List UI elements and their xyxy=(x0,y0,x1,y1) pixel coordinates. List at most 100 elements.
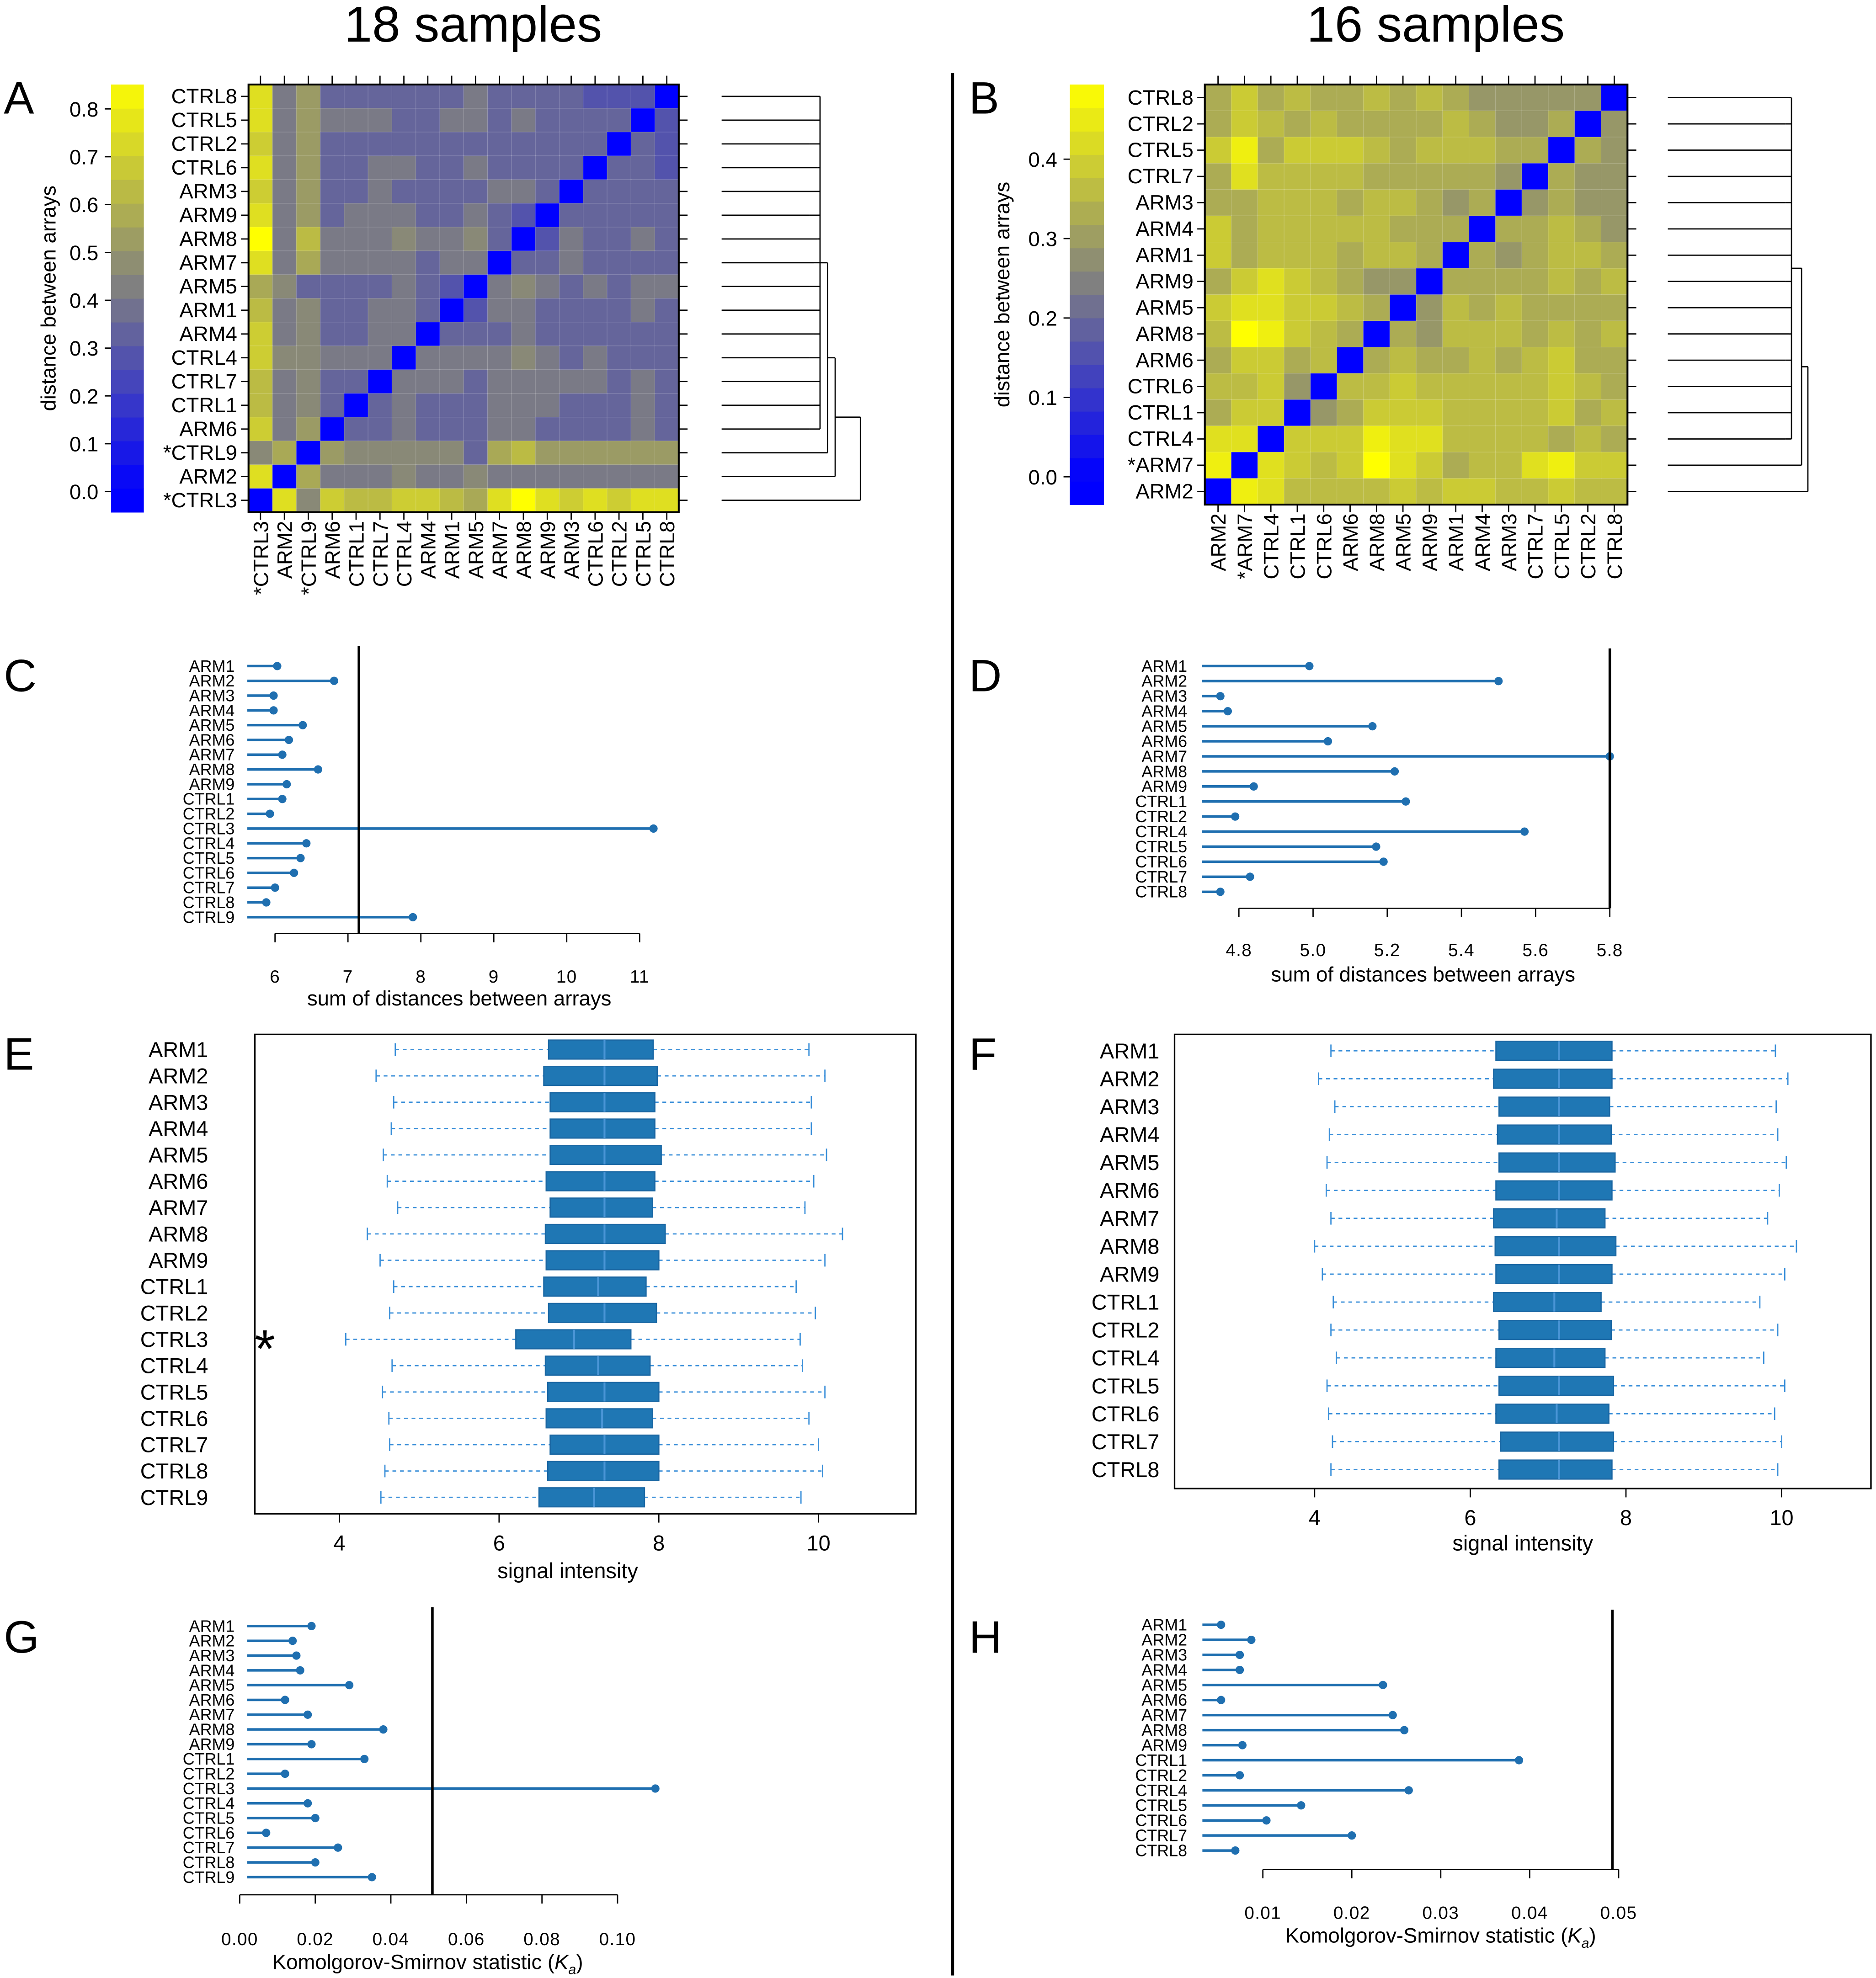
heatmap-cell xyxy=(1257,373,1285,400)
heatmap-cell xyxy=(1600,242,1628,269)
box xyxy=(543,1066,658,1086)
colorbar-bin xyxy=(1070,411,1104,435)
heatmap-cell xyxy=(1521,425,1549,453)
heatmap-cell xyxy=(1521,215,1549,243)
heatmap-cell xyxy=(1469,268,1496,295)
heatmap-cell xyxy=(248,155,273,181)
x-tick-label: 6 xyxy=(493,1531,505,1555)
heatmap-cell xyxy=(487,322,512,347)
heatmap-cell xyxy=(654,203,680,228)
heatmap-cell xyxy=(487,250,512,276)
category-label: ARM7 xyxy=(189,1706,235,1724)
heatmap-cell xyxy=(1257,163,1285,191)
heatmap-column-label: CTRL2 xyxy=(608,521,631,587)
heatmap-cell xyxy=(1495,163,1523,191)
heatmap-cell xyxy=(1600,189,1628,217)
heatmap-cell xyxy=(654,346,680,371)
colorbar-bin xyxy=(1070,388,1104,412)
box xyxy=(549,1092,656,1112)
heatmap-cell xyxy=(583,298,608,323)
heatmap-cell xyxy=(1416,399,1444,427)
heatmap-cell xyxy=(248,464,273,489)
category-label: CTRL4 xyxy=(1092,1346,1160,1370)
category-label: ARM8 xyxy=(149,1222,208,1246)
heatmap-cell xyxy=(583,108,608,133)
heatmap-cell xyxy=(1231,242,1258,269)
heatmap-cell xyxy=(391,417,417,442)
heatmap-cell xyxy=(1337,242,1364,269)
heatmap-cell xyxy=(583,488,608,513)
category-label: CTRL7 xyxy=(1135,868,1187,886)
heatmap-cell xyxy=(1389,268,1417,295)
heatmap-cell xyxy=(439,417,464,442)
heatmap-cell xyxy=(1600,425,1628,453)
heatmap-cell xyxy=(654,155,680,181)
heatmap-row-label: CTRL8 xyxy=(171,85,237,108)
heatmap-cell xyxy=(559,203,584,228)
heatmap-cell xyxy=(296,179,321,204)
heatmap-cell xyxy=(1337,478,1364,505)
heatmap-cell xyxy=(272,203,297,228)
x-axis-label-text: Komolgorov-Smirnov statistic ( xyxy=(272,1951,554,1974)
x-tick-label: 0.04 xyxy=(373,1930,410,1949)
category-label: CTRL3 xyxy=(183,819,235,838)
heatmap-column-label: CTRL6 xyxy=(1312,513,1336,579)
category-label: CTRL5 xyxy=(140,1380,208,1404)
heatmap-cell xyxy=(1469,320,1496,348)
lollipop-point xyxy=(1400,1726,1409,1734)
heatmap-cell xyxy=(296,488,321,513)
heatmap-cell xyxy=(1363,137,1391,164)
colorbar-tick-label: 0.5 xyxy=(69,241,98,265)
heatmap-cell xyxy=(272,274,297,299)
heatmap-column-label: ARM8 xyxy=(512,521,536,579)
category-label: CTRL2 xyxy=(140,1301,208,1325)
lollipop-point xyxy=(311,1858,320,1867)
heatmap-cell xyxy=(535,274,560,299)
heatmap-cell xyxy=(630,488,656,513)
heatmap-cell xyxy=(1416,373,1444,400)
category-label: CTRL2 xyxy=(183,1765,235,1783)
heatmap-cell xyxy=(1204,320,1232,348)
heatmap-cell xyxy=(1469,242,1496,269)
heatmap-cell xyxy=(344,227,369,252)
heatmap-cell xyxy=(1495,110,1523,138)
heatmap-cell xyxy=(1548,452,1576,479)
x-tick-label: 5.8 xyxy=(1597,941,1623,960)
lollipop-point xyxy=(281,1770,289,1778)
heatmap-cell xyxy=(511,203,536,228)
category-label: ARM1 xyxy=(149,1038,208,1062)
category-label: CTRL6 xyxy=(140,1407,208,1430)
heatmap-row-label: ARM2 xyxy=(179,465,237,488)
category-label: CTRL9 xyxy=(183,908,235,926)
category-label: CTRL4 xyxy=(183,835,235,853)
heatmap-cell xyxy=(1442,452,1470,479)
colorbar-bin xyxy=(1070,178,1104,202)
heatmap-cell xyxy=(272,393,297,418)
heatmap-cell xyxy=(439,179,464,204)
heatmap-cell xyxy=(248,108,273,133)
heatmap-column-label: ARM6 xyxy=(1339,513,1362,571)
category-label: CTRL5 xyxy=(183,1809,235,1828)
x-tick-label: 0.03 xyxy=(1422,1903,1459,1923)
heatmap-cell xyxy=(344,203,369,228)
x-axis-label-subscript: a xyxy=(1582,1936,1589,1951)
heatmap-cell xyxy=(583,274,608,299)
heatmap-cell xyxy=(1204,137,1232,164)
heatmap-cell xyxy=(344,488,369,513)
heatmap-cell xyxy=(654,227,680,252)
category-label: CTRL4 xyxy=(140,1354,208,1378)
heatmap-cell xyxy=(511,250,536,276)
heatmap-cell xyxy=(320,84,345,109)
heatmap-row-label: ARM2 xyxy=(1135,480,1194,503)
heatmap-cell xyxy=(1416,137,1444,164)
heatmap-cell xyxy=(344,179,369,204)
heatmap-row-label: ARM1 xyxy=(179,298,237,322)
heatmap-cell xyxy=(511,84,536,109)
heatmap-cell xyxy=(487,227,512,252)
heatmap-cell xyxy=(1389,320,1417,348)
colorbar-bin xyxy=(1070,341,1104,365)
heatmap-cell xyxy=(248,346,273,371)
heatmap-cell xyxy=(1574,320,1602,348)
heatmap-cell xyxy=(320,393,345,418)
heatmap-cell xyxy=(272,298,297,323)
